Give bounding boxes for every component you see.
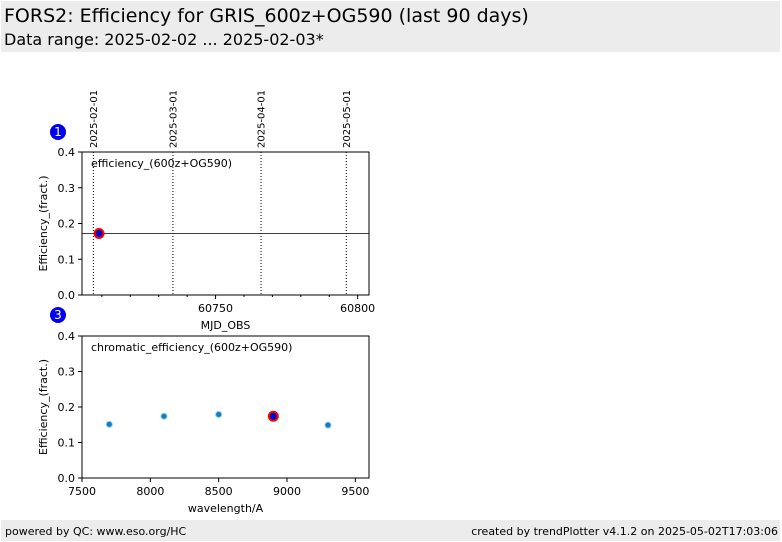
top-date-label: 2025-03-01 — [168, 90, 179, 148]
y-tick-label: 0.4 — [58, 330, 76, 343]
x-axis-label: MJD_OBS — [201, 319, 251, 332]
x-tick-label: 60800 — [340, 302, 375, 315]
y-tick-label: 0.0 — [58, 472, 76, 485]
chart-1-badge — [50, 124, 66, 140]
y-tick-label: 0.3 — [58, 366, 76, 379]
highlight-point — [93, 228, 105, 240]
y-tick-label: 0.3 — [58, 182, 76, 195]
y-tick-label: 0.1 — [58, 253, 76, 266]
y-tick-label: 0.4 — [58, 146, 76, 159]
x-tick-label: 7500 — [68, 485, 96, 498]
page-footer: powered by QC: www.eso.org/HC created by… — [1, 520, 780, 541]
chart-2-frame — [81, 335, 370, 479]
x-tick-label: 8500 — [205, 485, 233, 498]
x-tick-label: 9500 — [341, 485, 369, 498]
data-point — [215, 410, 223, 418]
chart-2-badge — [50, 307, 66, 323]
x-tick-label: 8000 — [136, 485, 164, 498]
data-range-subtitle: Data range: 2025-02-02 ... 2025-02-03* — [4, 30, 324, 49]
data-point — [160, 412, 168, 420]
page-title: FORS2: Efficiency for GRIS_600z+OG590 (l… — [4, 5, 529, 27]
chart-2-badge-label: 3 — [54, 308, 62, 322]
top-date-label: 2025-02-01 — [89, 90, 100, 148]
highlight-point — [267, 410, 279, 422]
x-axis-label: wavelength/A — [188, 502, 264, 515]
chart-annotation: chromatic_efficiency_(600z+OG590) — [91, 341, 292, 354]
top-date-label: 2025-04-01 — [257, 90, 268, 148]
powered-by-text: powered by QC: www.eso.org/HC — [5, 525, 187, 538]
x-tick-label: 9000 — [273, 485, 301, 498]
chart-1-frame — [81, 151, 370, 296]
y-axis-label: Efficiency_(fract.) — [37, 175, 50, 271]
y-tick-label: 0.1 — [58, 437, 76, 450]
created-by-text: created by trendPlotter v4.1.2 on 2025-0… — [471, 525, 778, 538]
x-tick-label: 60750 — [198, 302, 233, 315]
chart-1-badge-label: 1 — [54, 125, 62, 139]
top-date-label: 2025-05-01 — [342, 90, 353, 148]
y-axis-label: Efficiency_(fract.) — [37, 359, 50, 455]
y-tick-label: 0.0 — [58, 289, 76, 302]
y-tick-label: 0.2 — [58, 401, 76, 414]
data-point — [324, 421, 332, 429]
y-tick-label: 0.2 — [58, 218, 76, 231]
data-point — [105, 420, 113, 428]
page-header: FORS2: Efficiency for GRIS_600z+OG590 (l… — [1, 1, 780, 52]
chart-annotation: efficiency_(600z+OG590) — [91, 157, 232, 170]
